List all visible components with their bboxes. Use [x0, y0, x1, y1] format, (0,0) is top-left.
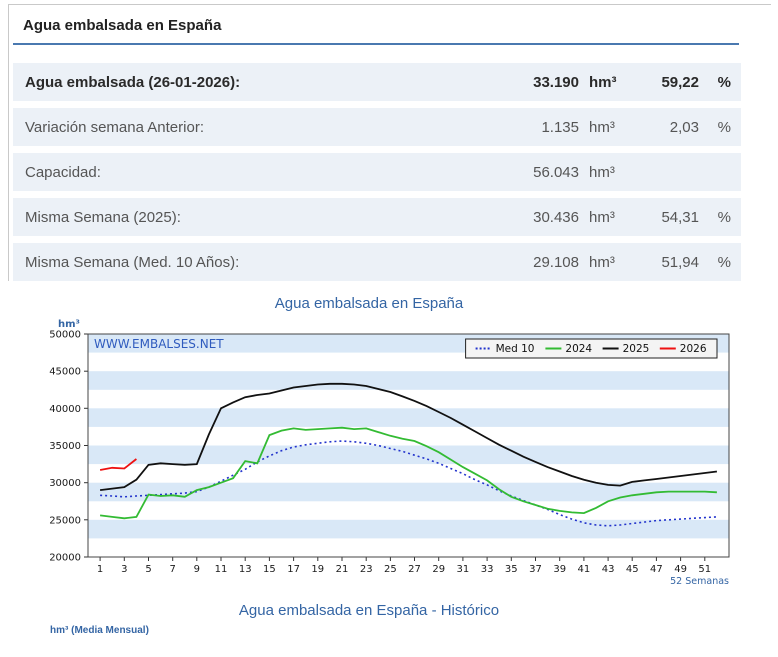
svg-text:hm³: hm³	[58, 319, 80, 330]
svg-text:33: 33	[481, 564, 494, 575]
row-percent: 2,03	[669, 118, 699, 136]
svg-text:9: 9	[194, 564, 200, 575]
svg-text:43: 43	[602, 564, 615, 575]
svg-text:2025: 2025	[623, 343, 650, 355]
row-percent: 59,22	[661, 73, 699, 91]
summary-panel: Agua embalsada en España Agua embalsada …	[8, 4, 771, 281]
svg-text:2026: 2026	[680, 343, 707, 355]
weekly-chart-title: Agua embalsada en España	[274, 295, 464, 312]
row-percent-sign: %	[717, 118, 731, 136]
row-label: Misma Semana (2025):	[25, 208, 181, 226]
row-label: Agua embalsada (26-01-2026):	[25, 73, 241, 91]
row-unit: hm³	[589, 73, 617, 91]
row-percent-sign: %	[717, 208, 731, 226]
svg-text:40000: 40000	[49, 404, 81, 415]
row-unit: hm³	[589, 253, 615, 271]
svg-text:50000: 50000	[49, 330, 81, 341]
row-label: Capacidad:	[25, 163, 101, 181]
svg-text:35: 35	[505, 564, 518, 575]
svg-text:29: 29	[432, 564, 445, 575]
svg-text:21: 21	[336, 564, 349, 575]
row-unit: hm³	[589, 118, 615, 136]
svg-text:37: 37	[529, 564, 542, 575]
svg-text:2024: 2024	[565, 343, 592, 355]
historic-chart-section: Agua embalsada en España - Histórico hm³…	[0, 602, 778, 636]
svg-text:19: 19	[311, 564, 324, 575]
row-unit: hm³	[589, 208, 615, 226]
table-row: Capacidad: 56.043 hm³	[13, 153, 741, 191]
svg-text:25000: 25000	[49, 515, 81, 526]
table-row: Misma Semana (Med. 10 Años): 29.108 hm³ …	[13, 243, 741, 281]
svg-text:7: 7	[170, 564, 176, 575]
svg-text:41: 41	[578, 564, 591, 575]
svg-text:49: 49	[674, 564, 687, 575]
historic-chart-ylabel: hm³ (Media Mensual)	[50, 625, 149, 636]
row-value: 30.436	[533, 208, 579, 226]
svg-text:27: 27	[408, 564, 421, 575]
page-title: Agua embalsada en España	[23, 17, 222, 34]
svg-text:11: 11	[215, 564, 228, 575]
svg-text:Med 10: Med 10	[496, 343, 535, 355]
row-percent-sign: %	[717, 253, 731, 271]
svg-text:25: 25	[384, 564, 397, 575]
page: { "header": { "title": "Agua embalsada e…	[0, 4, 778, 657]
row-label: Misma Semana (Med. 10 Años):	[25, 253, 240, 271]
svg-text:15: 15	[263, 564, 276, 575]
svg-text:51: 51	[698, 564, 711, 575]
header-divider	[13, 43, 739, 45]
historic-chart-title: Agua embalsada en España - Histórico	[238, 602, 500, 619]
table-row: Variación semana Anterior: 1.135 hm³ 2,0…	[13, 108, 741, 146]
svg-text:3: 3	[121, 564, 127, 575]
svg-text:13: 13	[239, 564, 252, 575]
svg-text:35000: 35000	[49, 441, 81, 452]
row-percent: 51,94	[661, 253, 699, 271]
row-value: 33.190	[533, 73, 579, 91]
row-value: 1.135	[541, 118, 579, 136]
row-value: 29.108	[533, 253, 579, 271]
table-row: Agua embalsada (26-01-2026): 33.190 hm³ …	[13, 63, 741, 101]
row-unit: hm³	[589, 163, 615, 181]
svg-text:17: 17	[287, 564, 300, 575]
svg-text:45: 45	[626, 564, 639, 575]
svg-text:20000: 20000	[49, 553, 81, 564]
row-percent: 54,31	[661, 208, 699, 226]
row-percent-sign: %	[717, 73, 731, 91]
weekly-chart-section: Agua embalsada en España 20000 25000 30000…	[0, 295, 778, 588]
svg-text:5: 5	[145, 564, 151, 575]
svg-text:52 Semanas: 52 Semanas	[670, 576, 729, 587]
table-row: Misma Semana (2025): 30.436 hm³ 54,31 %	[13, 198, 741, 236]
svg-text:1: 1	[97, 564, 103, 575]
svg-text:31: 31	[457, 564, 470, 575]
svg-text:23: 23	[360, 564, 373, 575]
svg-text:45000: 45000	[49, 367, 81, 378]
svg-text:47: 47	[650, 564, 663, 575]
svg-text:WWW.EMBALSES.NET: WWW.EMBALSES.NET	[94, 337, 224, 351]
svg-text:30000: 30000	[49, 478, 81, 489]
row-label: Variación semana Anterior:	[25, 118, 204, 136]
svg-text:39: 39	[553, 564, 566, 575]
row-value: 56.043	[533, 163, 579, 181]
